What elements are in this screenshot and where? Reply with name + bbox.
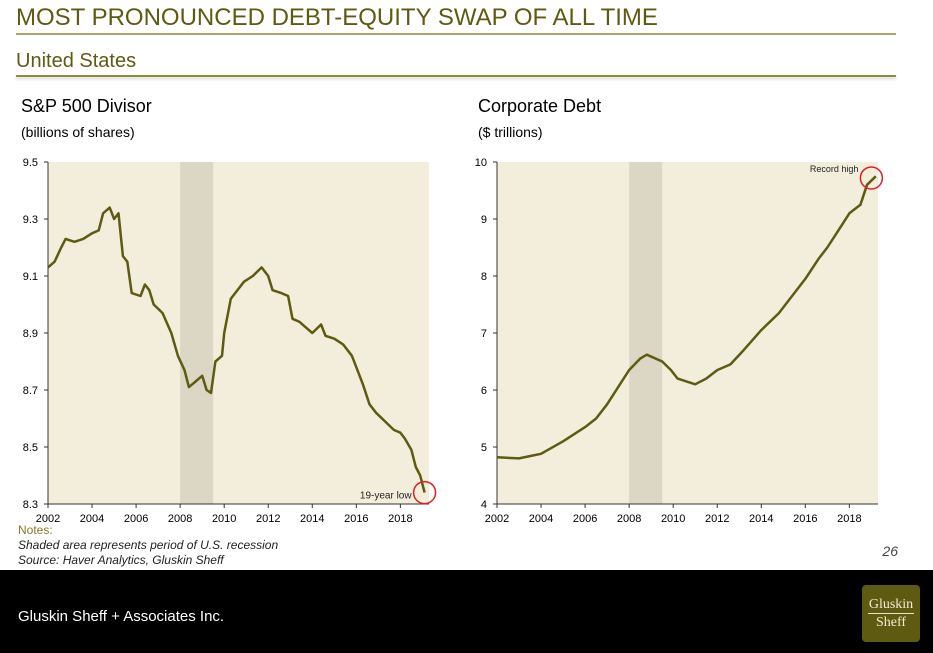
x-tick-label: 2006: [573, 513, 597, 525]
highlight-circle: [412, 480, 437, 505]
y-tick-label: 8.7: [23, 385, 38, 397]
y-tick-label: 5: [481, 442, 487, 454]
company-name: Gluskin Sheff + Associates Inc.: [18, 608, 225, 625]
x-tick-label: 2014: [300, 513, 324, 525]
y-tick-label: 6: [481, 385, 487, 397]
slide-title: MOST PRONOUNCED DEBT-EQUITY SWAP OF ALL …: [16, 4, 658, 31]
gluskin-sheff-logo: Gluskin Sheff: [862, 585, 920, 642]
notes-heading: Notes:: [18, 523, 53, 537]
x-tick-label: 2008: [168, 513, 192, 525]
y-tick-label: 10: [475, 157, 487, 169]
chart-unit-debt: ($ trillions): [478, 124, 543, 140]
y-tick-label: 4: [481, 499, 487, 511]
x-tick-label: 2016: [793, 513, 817, 525]
footer: Gluskin Sheff + Associates Inc. Gluskin …: [0, 570, 933, 653]
x-tick-label: 2006: [124, 513, 148, 525]
x-tick-label: 2014: [749, 513, 773, 525]
logo-text-1: Gluskin: [868, 597, 914, 612]
x-tick-label: 2012: [256, 513, 280, 525]
y-tick-label: 8: [481, 271, 487, 283]
x-tick-label: 2002: [36, 513, 60, 525]
page-number: 26: [882, 543, 898, 559]
notes: Notes: Shaded area represents period of …: [18, 523, 278, 568]
y-tick-label: 9.1: [23, 271, 38, 283]
x-tick-label: 2002: [485, 513, 509, 525]
title-divider: [16, 33, 896, 35]
plot-area-debt: [497, 162, 878, 504]
x-tick-label: 2004: [529, 513, 553, 525]
y-tick-label: 8.5: [23, 442, 38, 454]
chart-title-debt: Corporate Debt: [478, 96, 602, 116]
annotation-label: Record high: [810, 164, 859, 174]
recession-band: [629, 162, 663, 504]
x-tick-label: 2004: [80, 513, 104, 525]
x-tick-label: 2016: [344, 513, 368, 525]
slide-subtitle: United States: [16, 50, 137, 72]
highlight-circle: [859, 166, 884, 190]
notes-recession: Shaded area represents period of U.S. re…: [18, 538, 279, 552]
series-line-divisor: [47, 206, 426, 493]
notes-source: Source: Haver Analytics, Gluskin Sheff: [18, 553, 224, 567]
charts-canvas: 8.3 8.5 8.7 8.9 9.1 9.3 9.5 2002 2004 2006 2008 201…: [23, 157, 884, 525]
y-tick-label: 7: [481, 328, 487, 340]
chart-unit-divisor: (billions of shares): [21, 124, 135, 140]
logo-rule: [868, 613, 914, 614]
series-line-debt: [496, 175, 877, 460]
logo-text-2: Sheff: [875, 615, 907, 630]
x-tick-label: 2018: [388, 513, 412, 525]
y-tick-label: 9.5: [23, 157, 38, 169]
y-tick-label: 8.9: [23, 328, 38, 340]
x-tick-label: 2008: [617, 513, 641, 525]
chart-title-divisor: S&P 500 Divisor: [21, 96, 152, 116]
subtitle-divider: [16, 75, 896, 77]
recession-band: [180, 162, 214, 504]
x-tick-label: 2012: [705, 513, 729, 525]
y-tick-label: 8.3: [23, 499, 38, 511]
x-tick-label: 2018: [837, 513, 861, 525]
x-tick-label: 2010: [212, 513, 236, 525]
plot-area-divisor: [48, 162, 429, 504]
y-tick-label: 9: [481, 214, 487, 226]
y-tick-label: 9.3: [23, 214, 38, 226]
annotation-label: 19-year low: [360, 491, 412, 502]
x-tick-label: 2010: [661, 513, 685, 525]
